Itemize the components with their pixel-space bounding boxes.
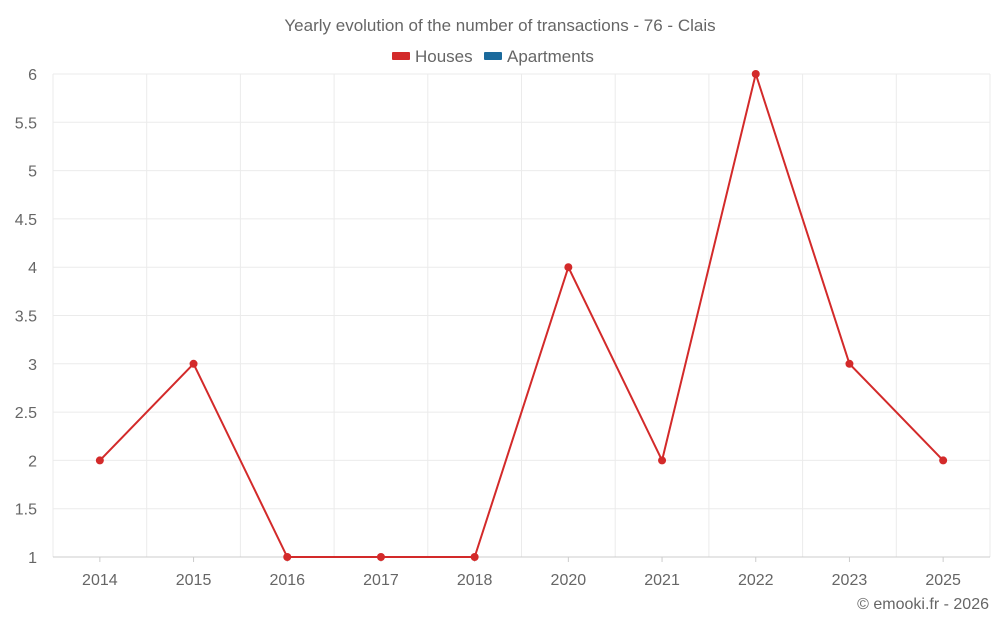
x-tick-label: 2016 — [269, 572, 305, 589]
y-tick-label: 5.5 — [15, 115, 37, 132]
x-tick-label: 2014 — [82, 572, 118, 589]
data-point[interactable] — [470, 553, 479, 561]
legend-swatch-houses[interactable] — [392, 52, 410, 60]
y-tick-label: 1.5 — [15, 502, 37, 519]
y-tick-label: 3 — [28, 357, 37, 374]
data-point[interactable] — [845, 359, 854, 368]
x-tick-label: 2023 — [832, 572, 868, 589]
y-tick-label: 4 — [28, 260, 37, 277]
x-tick-label: 2015 — [176, 572, 212, 589]
data-point[interactable] — [658, 456, 667, 465]
data-point[interactable] — [189, 359, 198, 368]
x-tick-label: 2018 — [457, 572, 493, 589]
y-tick-label: 2 — [28, 453, 37, 470]
x-tick-label: 2020 — [551, 572, 587, 589]
data-point[interactable] — [564, 263, 573, 272]
series-layer — [95, 70, 948, 561]
chart-title: Yearly evolution of the number of transa… — [284, 16, 715, 35]
data-point[interactable] — [283, 553, 292, 561]
x-tick-label: 2017 — [363, 572, 399, 589]
grid — [52, 73, 991, 557]
legend: Houses Apartments — [392, 47, 594, 66]
x-tick-label: 2021 — [644, 572, 680, 589]
legend-label-houses[interactable]: Houses — [415, 47, 473, 66]
legend-label-apartments[interactable]: Apartments — [507, 47, 594, 66]
x-tick-label: 2025 — [925, 572, 961, 589]
data-point[interactable] — [376, 553, 385, 561]
x-tick-label: 2022 — [738, 572, 774, 589]
credit-text: © emooki.fr - 2026 — [857, 596, 989, 613]
y-tick-label: 3.5 — [15, 309, 37, 326]
y-tick-label: 6 — [28, 67, 37, 84]
data-point[interactable] — [95, 456, 104, 465]
y-tick-label: 4.5 — [15, 212, 37, 229]
data-point[interactable] — [751, 70, 760, 78]
data-point[interactable] — [939, 456, 948, 465]
axes: 1 1.5 2 2.5 3 3.5 4 4.5 5 5.5 6 2014 2015 2016 2017 201… — [15, 67, 990, 589]
legend-swatch-apartments[interactable] — [484, 52, 502, 60]
series-line-houses — [99, 70, 944, 558]
y-tick-label: 5 — [28, 164, 37, 181]
y-tick-label: 2.5 — [15, 405, 37, 422]
y-tick-label: 1 — [28, 550, 37, 567]
